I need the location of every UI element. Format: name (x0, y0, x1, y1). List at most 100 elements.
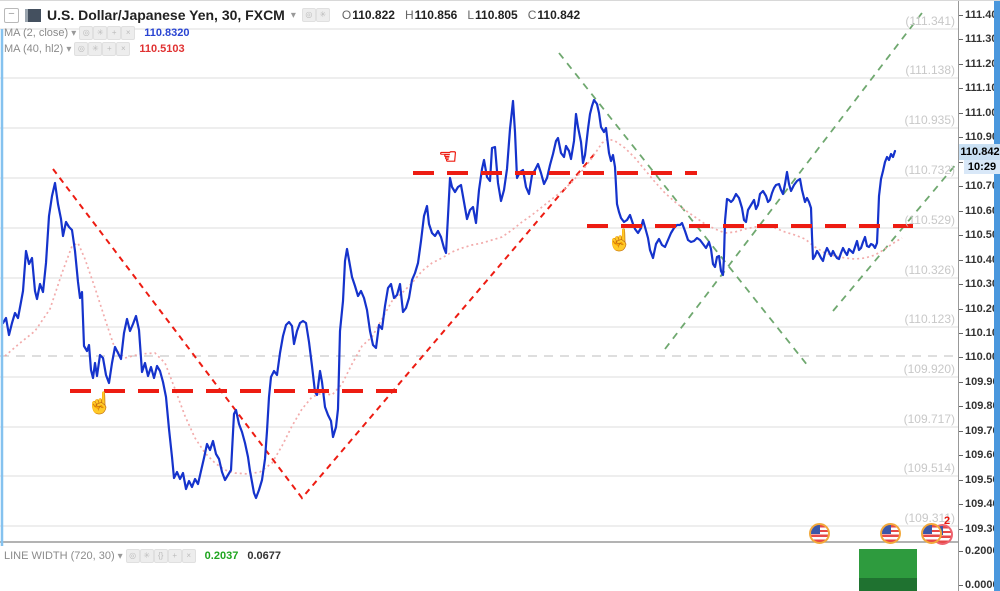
symbol-title[interactable]: U.S. Dollar/Japanese Yen, 30, FXCM (47, 7, 285, 23)
indicator-value: 0.0677 (247, 550, 281, 562)
axis-tick-label: 110.600 (959, 205, 1000, 217)
indicator-icons: ◎ ✳ + × (74, 42, 131, 56)
axis-tick-label: 110.900 (959, 131, 1000, 143)
indicator-value: 110.8320 (144, 27, 190, 39)
circle-icon[interactable]: ◎ (125, 549, 140, 563)
indicator-label[interactable]: LINE WIDTH (720, 30) (4, 550, 115, 562)
pivot-level-label: (110.935) (904, 113, 955, 127)
chevron-down-icon[interactable]: ▾ (71, 27, 77, 39)
last-price-badge: 110.842 (959, 144, 1000, 160)
pivot-level-label: (111.341) (905, 14, 955, 28)
plus-icon[interactable]: + (102, 42, 117, 56)
axis-tick-label: 109.400 (959, 498, 1000, 510)
flag-canton (882, 525, 892, 534)
histogram-bar-top (859, 549, 917, 578)
pivot-level-label: (109.514) (903, 461, 955, 475)
ohlc-item: O110.822 (341, 8, 395, 22)
price-axis[interactable]: 110.842 10:29 111.400 111.300 111.200 111.1… (958, 1, 1000, 591)
pivot-level-label: (110.732) (904, 163, 955, 177)
circle-icon[interactable]: ◎ (301, 7, 316, 22)
ohlc-values: O110.822 H110.856 L110.805 C110.842 (342, 8, 580, 22)
pivot-level-label: (109.717) (903, 412, 955, 426)
symbol-legend-icons: ◎ ✳ (301, 6, 330, 24)
gear-icon[interactable]: ✳ (139, 549, 154, 563)
axis-tick-label: 0.0000 (959, 579, 1000, 591)
axis-tick-label: 110.000 (959, 351, 1000, 363)
economic-event-flag-icon[interactable] (880, 523, 901, 544)
flag-canton (923, 525, 933, 534)
close-icon[interactable]: × (121, 26, 136, 40)
chart-header: − U.S. Dollar/Japanese Yen, 30, FXCM ▾ ◎… (4, 6, 580, 24)
axis-tick-label: 111.000 (959, 107, 1000, 119)
pivot-level-label: (110.326) (904, 263, 955, 277)
symbol-logo-icon (25, 8, 41, 22)
axis-tick-label: 110.200 (959, 303, 1000, 315)
price-line (1, 98, 897, 500)
red-zigzag-line[interactable] (52, 150, 598, 500)
chevron-down-icon[interactable]: ▾ (117, 550, 123, 562)
axis-tick-label: 110.500 (959, 229, 1000, 241)
plus-icon[interactable]: + (107, 26, 122, 40)
indicator-row-ma2: MA (2, close) ▾ ◎ ✳ + × 110.8320 (4, 26, 190, 40)
ohlc-item: L110.805 (467, 8, 518, 22)
braces-icon[interactable]: {} (153, 549, 168, 563)
right-edge-scroll-strip[interactable] (994, 1, 1000, 591)
chart-canvas[interactable]: − U.S. Dollar/Japanese Yen, 30, FXCM ▾ ◎… (0, 1, 958, 591)
gear-icon[interactable]: ✳ (93, 26, 108, 40)
indicator-icons: ◎ ✳ + × (79, 26, 136, 40)
axis-tick-label: 109.600 (959, 449, 1000, 461)
green-trendline[interactable] (664, 8, 926, 350)
buy-marker-hand-icon[interactable]: ☝ (86, 391, 114, 415)
pivot-level-label: (111.138) (905, 63, 955, 77)
pivot-level-label: (110.123) (904, 312, 955, 326)
axis-tick-label: 109.500 (959, 474, 1000, 486)
axis-tick-label: 111.200 (959, 58, 1000, 70)
close-icon[interactable]: × (116, 42, 131, 56)
axis-tick-label: 110.300 (959, 278, 1000, 290)
plus-icon[interactable]: + (167, 549, 182, 563)
indicator-label[interactable]: MA (40, hl2) (4, 43, 64, 55)
chevron-down-icon[interactable]: ▾ (66, 43, 72, 55)
indicator-label[interactable]: MA (2, close) (4, 27, 69, 39)
indicator-row-ma40: MA (40, hl2) ▾ ◎ ✳ + × 110.5103 (4, 42, 185, 56)
pivot-level-label: (109.920) (903, 362, 955, 376)
economic-event-flag-icon[interactable] (809, 523, 830, 544)
axis-tick-label: 110.700 (959, 180, 1000, 192)
circle-icon[interactable]: ◎ (74, 42, 89, 56)
green-trendline[interactable] (832, 162, 958, 312)
pivot-level-label: (110.529) (904, 213, 955, 227)
axis-tick-label: 111.400 (959, 9, 1000, 21)
axis-tick-label: 109.700 (959, 425, 1000, 437)
gear-icon[interactable]: ✳ (315, 7, 330, 22)
axis-tick-label: 110.100 (959, 327, 1000, 339)
chevron-down-icon[interactable]: ▾ (290, 9, 296, 21)
ohlc-item: H110.856 (404, 8, 458, 22)
axis-tick-label: 109.300 (959, 523, 1000, 535)
bar-countdown-badge: 10:29 (964, 160, 1000, 174)
price-chart-svg (0, 8, 958, 591)
axis-tick-label: 111.100 (959, 82, 1000, 94)
circle-icon[interactable]: ◎ (79, 26, 94, 40)
axis-tick-label: 111.300 (959, 33, 1000, 45)
axis-tick-label: 110.400 (959, 254, 1000, 266)
axis-tick-label: 0.2000 (959, 545, 1000, 557)
histogram-bar-bottom (859, 578, 917, 591)
buy-marker-hand-icon[interactable]: ☝ (606, 228, 634, 252)
axis-tick-label: 109.900 (959, 376, 1000, 388)
indicator-icons: ◎ ✳{} + × (125, 549, 196, 563)
flag-canton (811, 525, 821, 534)
ohlc-item: C110.842 (527, 8, 581, 22)
collapse-legend-button[interactable]: − (4, 7, 19, 23)
pivot-level-label: (109.311) (904, 511, 955, 525)
indicator-value: 110.5103 (139, 43, 185, 55)
ma40-line (4, 138, 903, 475)
indicator-row-linewidth: LINE WIDTH (720, 30) ▾ ◎ ✳{} + × 0.2037 0.0… (4, 549, 281, 563)
economic-event-flag-icon[interactable] (921, 523, 942, 544)
indicator-value: 0.2037 (204, 550, 239, 562)
sell-marker-hand-icon[interactable]: ☜ (438, 145, 458, 169)
gear-icon[interactable]: ✳ (88, 42, 103, 56)
axis-tick-label: 109.800 (959, 400, 1000, 412)
close-icon[interactable]: × (181, 549, 196, 563)
flag-count-badge: 2 (944, 515, 951, 527)
